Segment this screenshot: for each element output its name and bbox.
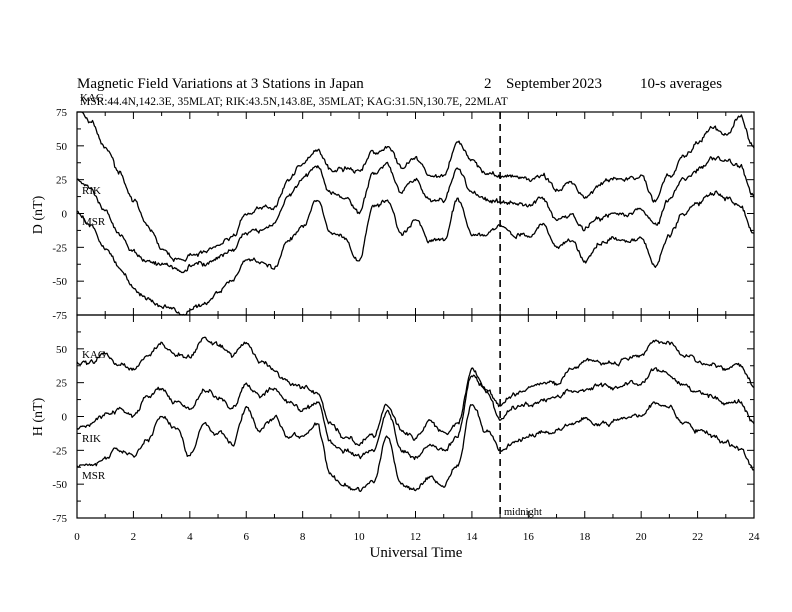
title-year: 2023 (572, 76, 602, 92)
x-tick-label: 4 (187, 531, 193, 543)
title-day: 2 (484, 76, 492, 92)
h-y-tick-label: -75 (52, 513, 67, 525)
chart-title: Magnetic Field Variations at 3 Stations … (77, 76, 364, 92)
d-label-rik: RIK (82, 185, 101, 197)
x-tick-label: 20 (636, 531, 648, 543)
h-y-tick-label: -25 (52, 445, 67, 457)
d-y-tick-label: 50 (56, 141, 68, 153)
h-label-msr: MSR (82, 470, 106, 482)
h-y-tick-label: -50 (52, 479, 67, 491)
x-tick-label: 6 (244, 531, 250, 543)
midnight-label: midnight (504, 507, 542, 518)
x-tick-label: 22 (692, 531, 703, 543)
h-axis-label: H (nT) (31, 397, 46, 436)
d-label-msr: MSR (82, 216, 106, 228)
h-series-kag (76, 336, 755, 447)
d-y-tick-label: 25 (56, 175, 68, 187)
d-component-panel: -75 -50 -25 0 25 50 75 KAG RIK MSR (52, 92, 755, 322)
d-series-rik (76, 155, 755, 274)
x-tick-label: 18 (579, 531, 591, 543)
d-axis-label: D (nT) (31, 195, 46, 234)
x-tick-label: 0 (74, 531, 80, 543)
station-coordinates: MSR:44.4N,142.3E, 35MLAT; RIK:43.5N,143.… (80, 96, 508, 108)
x-tick-label: 8 (300, 531, 306, 543)
d-label-kag: KAG (80, 92, 104, 104)
h-series-msr (76, 401, 755, 493)
d-y-tick-label: 0 (62, 209, 68, 221)
h-label-rik: RIK (82, 433, 101, 445)
h-y-tick-label: 25 (56, 378, 68, 390)
title-note: 10-s averages (640, 76, 722, 92)
d-y-tick-label: 75 (56, 107, 68, 119)
d-series-msr (76, 190, 755, 316)
d-y-tick-label: -75 (52, 310, 67, 322)
x-axis-label: Universal Time (370, 545, 463, 561)
h-y-tick-label: 50 (56, 344, 68, 356)
x-tick-label: 24 (749, 531, 761, 543)
x-tick-label: 10 (354, 531, 366, 543)
x-tick-label: 14 (466, 531, 478, 543)
h-series-rik (76, 367, 755, 461)
d-y-tick-label: -50 (52, 276, 67, 288)
d-y-tick-label: -25 (52, 242, 67, 254)
x-tick-label: 2 (131, 531, 137, 543)
x-tick-label: 12 (410, 531, 421, 543)
x-tick-label: 16 (523, 531, 535, 543)
d-series-kag (77, 111, 755, 262)
title-month: September (506, 76, 570, 92)
h-label-kag: KAG (82, 349, 106, 361)
h-y-tick-label: 0 (62, 412, 68, 424)
